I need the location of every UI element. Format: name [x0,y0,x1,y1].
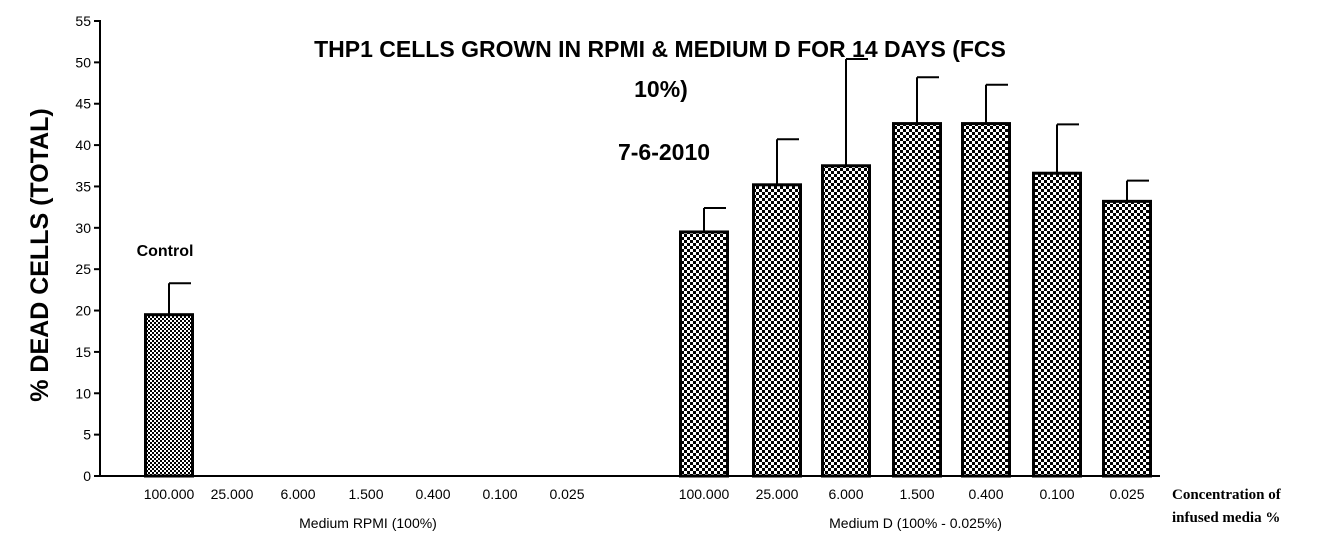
x-tick-label: 0.100 [482,486,517,502]
group-label: Medium RPMI (100%) [299,515,437,531]
x-tick-label: 0.025 [549,486,584,502]
x-tick-label: 100.000 [144,486,195,502]
x-tick-label: 0.400 [968,486,1003,502]
x-tick-label: 1.500 [899,486,934,502]
y-tick-label: 25 [75,261,91,277]
y-tick-label: 10 [75,385,91,401]
y-tick-label: 55 [75,13,91,29]
axes: 0 5 10 15 20 25 30 35 40 45 50 55 [75,13,1160,484]
x-tick-label: 25.000 [211,486,254,502]
x-tick-label: 100.000 [679,486,730,502]
y-axis-label: % DEAD CELLS (TOTAL) [26,108,54,402]
y-tick-label: 35 [75,178,91,194]
x-axis-label-line2: infused media % [1172,510,1280,526]
x-tick-label: 1.500 [348,486,383,502]
x-tick-label: 25.000 [756,486,799,502]
bar [679,230,729,478]
bar [961,122,1011,478]
x-tick-label: 6.000 [280,486,315,502]
x-tick-label: 0.100 [1039,486,1074,502]
chart-title-line2: 10%) [634,76,688,102]
chart-title: THP1 CELLS GROWN IN RPMI & MEDIUM D FOR … [314,36,1006,62]
y-tick-label: 30 [75,220,91,236]
y-tick-label: 15 [75,344,91,360]
bar [752,183,802,478]
y-tick-label: 20 [75,303,91,319]
bars [144,58,1152,478]
y-tick-label: 0 [83,468,91,484]
chart-date: 7-6-2010 [618,139,710,165]
x-tick-label: 0.400 [415,486,450,502]
x-axis-label-line1: Concentration of [1172,487,1282,503]
y-tick-label: 50 [75,54,91,70]
control-annotation: Control [137,243,194,260]
y-tick-label: 40 [75,137,91,153]
bar [1032,171,1082,478]
y-tick-label: 45 [75,96,91,112]
bar [892,122,942,478]
y-tick-label: 5 [83,427,91,443]
bar [1102,199,1152,478]
bar [144,313,194,478]
x-tick-label: 6.000 [828,486,863,502]
category-labels: 100.000 25.000 6.000 1.500 0.400 0.100 0.025 Me… [144,486,1145,531]
group-label: Medium D (100% - 0.025%) [829,515,1002,531]
bar [821,164,871,478]
x-tick-label: 0.025 [1109,486,1144,502]
